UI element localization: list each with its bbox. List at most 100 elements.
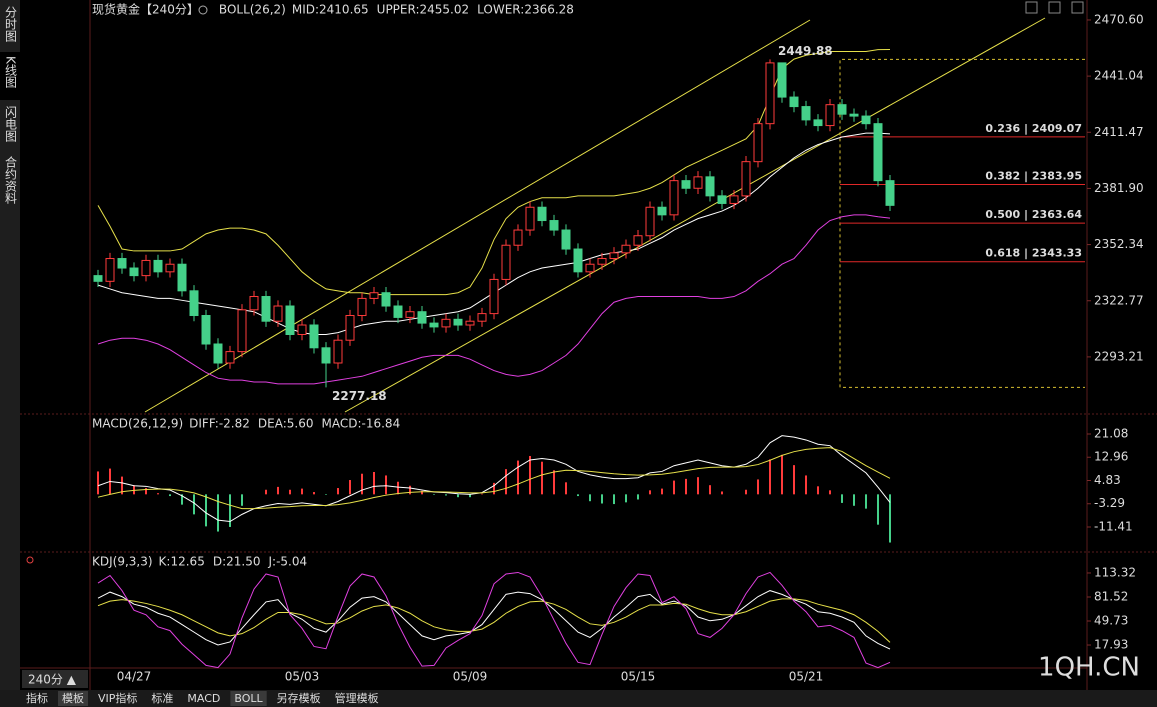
candle-body [873,123,883,182]
fib-label: 0.618 | 2343.33 [985,247,1082,260]
legend-value: -16.84 [362,417,401,431]
candle-body [177,263,187,292]
candle-body [117,258,127,269]
legend-value: 2455.02 [420,3,470,17]
candle-body [345,315,355,341]
candle-body [465,320,475,326]
indicator-title: KDJ(9,3,3) [92,555,153,569]
candle-body [813,119,823,127]
fib-label: 0.382 | 2383.95 [985,170,1082,183]
window-button[interactable] [1071,1,1084,14]
legend-name: DIFF: [189,417,219,431]
sidebar-item[interactable]: 分时图 [4,6,18,42]
legend-value: 12.65 [170,555,204,569]
candle-body [357,297,367,317]
candle-body [621,244,631,254]
indicator-label: BOLL(26,2) [219,3,286,17]
candle-body [765,62,775,125]
candle-body [741,161,751,197]
high-label: 2449.88 [778,44,833,58]
legend-name: K: [159,555,171,569]
fib-label: 0.236 | 2409.07 [985,122,1082,135]
indicator-line [97,598,891,643]
candle-body [105,258,115,282]
candle-body [165,263,175,273]
candle-body [249,296,259,311]
window-button[interactable] [1025,1,1038,14]
candle-body [609,252,619,260]
legend-name: LOWER: [477,3,524,17]
legend-name: DEA: [258,417,287,431]
sidebar-item[interactable]: K线图 [4,56,18,88]
candle-body [429,322,439,328]
panel-icon [26,556,34,564]
indicator-line [97,435,891,523]
candle-body [789,96,799,108]
candle-body [585,263,595,273]
tab[interactable]: 模板 [62,691,84,705]
tab[interactable]: 指标 [26,691,48,705]
sidebar-item[interactable]: 闪电图 [4,106,18,142]
candle-body [657,206,667,216]
candle-body [705,176,715,197]
candle-body [225,351,235,364]
y-tick-label: 2293.21 [1094,349,1144,363]
boll-line [97,214,891,385]
legend-value: 5.60 [287,417,314,431]
tab[interactable]: 另存模板 [277,691,321,705]
legend-name: UPPER: [377,3,420,17]
period-button[interactable] [22,670,88,688]
y-tick-label: 2411.47 [1094,125,1144,139]
tab[interactable]: BOLL [234,692,263,705]
candle-body [885,180,895,206]
candle-body [417,311,427,324]
legend-value: 21.50 [226,555,260,569]
candle-body [777,62,787,98]
y-tick-label: 49.73 [1094,614,1128,628]
candle-body [549,220,559,231]
y-tick-label: 17.93 [1094,638,1128,652]
y-tick-label: 2470.60 [1094,12,1144,26]
candle-body [285,305,295,336]
legend-name: J: [267,555,276,569]
candle-body [153,259,163,273]
indicator-title: MACD(26,12,9) [92,417,183,431]
candle-body [189,290,199,317]
y-tick-label: -3.29 [1094,496,1125,510]
candle-body [753,123,763,163]
candle-body [561,229,571,250]
tab[interactable]: MACD [187,692,220,705]
fib-label: 0.500 | 2363.64 [985,208,1082,221]
indicator-line [97,571,891,669]
legend-name: MID: [292,3,319,17]
chart-title: 现货黄金 [92,2,140,17]
low-label: 2277.18 [332,389,387,403]
candle-body [489,278,499,315]
candle-body [501,244,511,280]
legend-name: D: [213,555,226,569]
tab[interactable]: VIP指标 [98,691,137,705]
sidebar-item[interactable]: 合约资料 [4,155,18,204]
tab[interactable]: 管理模板 [335,691,379,705]
indicator-line [97,447,891,510]
y-tick-label: 4.83 [1094,473,1121,487]
x-tick-label: 05/09 [453,670,488,684]
period-button-label[interactable]: 240分 ▲ [28,673,77,687]
x-tick-label: 05/21 [789,670,824,684]
candle-body [717,195,727,204]
candle-body [441,318,451,328]
candle-body [261,296,271,322]
tab[interactable]: 标准 [151,691,173,705]
x-tick-label: 04/27 [117,670,152,684]
y-tick-label: -11.41 [1094,519,1133,533]
candle-body [393,305,403,318]
y-tick-label: 21.08 [1094,426,1128,440]
candle-body [525,206,535,231]
tab-bar [0,690,1157,707]
candle-body [825,104,835,127]
candle-body [849,113,859,117]
legend-name: MACD: [322,417,362,431]
window-button[interactable] [1048,1,1061,14]
